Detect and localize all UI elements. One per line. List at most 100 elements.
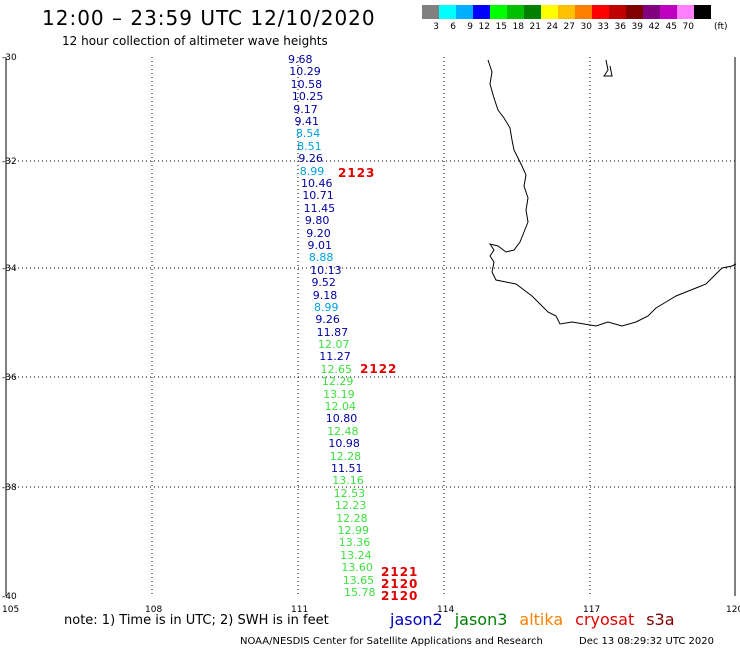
- wave-height-value: 9.41: [294, 114, 320, 128]
- wave-height-value: 9.20: [306, 226, 331, 240]
- legend-label: 39: [631, 22, 643, 32]
- wave-height-value: 13.36: [338, 536, 371, 550]
- wave-height-value: 10.29: [289, 65, 321, 79]
- latitude-label: -32: [2, 157, 17, 167]
- wave-height-value: 8.88: [308, 251, 334, 265]
- legend-swatch: [626, 5, 643, 19]
- legend-swatch: [592, 5, 609, 19]
- wave-height-value: 11.51: [330, 462, 363, 476]
- legend-swatch: [473, 5, 490, 19]
- wave-height-value: 9.26: [315, 313, 340, 327]
- wave-height-value: 9.26: [298, 152, 323, 166]
- wave-height-value: 9.68: [288, 53, 313, 66]
- wave-height-value: 12.53: [333, 486, 366, 500]
- legend-swatch: [643, 5, 660, 19]
- coastline: [487, 59, 737, 327]
- legend-label: 27: [563, 22, 575, 32]
- latitude-label: -40: [2, 592, 17, 602]
- wave-height-value: 12.29: [321, 375, 354, 389]
- wave-height-value: 10.46: [301, 176, 333, 190]
- legend-label: 36: [614, 22, 626, 32]
- wave-height-value: 9.52: [311, 276, 336, 290]
- pass-label: 2120: [381, 577, 419, 591]
- wave-height-value: 10.25: [291, 90, 324, 104]
- inland-lake: [603, 59, 613, 77]
- legend-swatch: [422, 5, 439, 19]
- pass-label: 2120: [381, 589, 419, 603]
- wave-height-value: 12.28: [329, 449, 362, 463]
- wave-height-value: 10.13: [310, 263, 342, 277]
- wave-height-value: 9.80: [304, 214, 330, 228]
- pass-label: 2122: [360, 362, 398, 376]
- satellite-legend: jason2 jason3 altika cryosat s3a: [390, 610, 675, 629]
- legend-swatch: [439, 5, 456, 19]
- legend-swatch: [490, 5, 507, 19]
- wave-height-value: 9.18: [312, 288, 338, 302]
- satellite-name: jason2: [390, 610, 443, 629]
- latitude-label: -34: [2, 264, 17, 274]
- legend-label: 6: [450, 22, 456, 32]
- legend-swatch: [609, 5, 626, 19]
- wave-height-value: 8.99: [299, 164, 325, 178]
- pass-label: 2121: [381, 565, 419, 579]
- legend-label: 33: [597, 22, 609, 32]
- wave-height-value: 8.51: [297, 139, 322, 153]
- satellite-name: cryosat: [575, 610, 635, 629]
- wave-height-value: 11.27: [319, 350, 351, 364]
- legend-label: 24: [546, 22, 558, 32]
- pass-label: 2123: [338, 166, 376, 180]
- legend-label: 42: [648, 22, 660, 32]
- wave-height-value: 8.54: [295, 127, 321, 141]
- satellite-name: jason3: [454, 610, 508, 629]
- latitude-labels: -30 -32 -34 -36 -38 -40: [2, 53, 17, 602]
- note-text: note: 1) Time is in UTC; 2) SWH is in fe…: [64, 613, 329, 628]
- legend-label: 45: [665, 22, 677, 32]
- longitude-label: 114: [437, 605, 454, 615]
- wave-height-value: 13.16: [332, 474, 364, 488]
- wave-height-value: 12.23: [334, 499, 367, 513]
- wave-height-value: 11.45: [303, 201, 336, 215]
- footer-timestamp: Dec 13 08:29:32 UTC 2020: [579, 636, 714, 647]
- wave-height-value: 8.99: [314, 300, 339, 314]
- longitude-label: 117: [583, 605, 600, 615]
- wave-height-value: 13.24: [340, 548, 372, 562]
- legend-label: 3: [433, 22, 439, 32]
- wave-height-value: 12.28: [336, 511, 368, 525]
- wave-height-value: 12.99: [337, 524, 369, 538]
- legend-swatch: [456, 5, 473, 19]
- longitude-labels: 105 108 111 114 117 120: [2, 605, 740, 615]
- wave-height-value: 10.80: [325, 412, 358, 426]
- legend-label: 18: [512, 22, 524, 32]
- legend-label: 9: [467, 22, 473, 32]
- legend-unit: (ft): [714, 22, 728, 32]
- latitude-label: -38: [2, 483, 17, 493]
- wave-height-value: 11.87: [316, 325, 349, 339]
- legend-label: 70: [682, 22, 694, 32]
- legend-label: 15: [495, 22, 507, 32]
- color-legend-labels: 3 6 9 12 15 18 21 24 27 30 33 36 39 42 45 70: [422, 22, 694, 32]
- wave-height-value: 12.65: [320, 362, 353, 376]
- wave-height-value: 10.71: [302, 189, 334, 203]
- legend-swatch: [507, 5, 524, 19]
- satellite-name: altika: [519, 610, 564, 629]
- wave-height-value: 13.65: [342, 573, 375, 587]
- satellite-name: s3a: [646, 610, 675, 629]
- wave-height-value: 12.04: [324, 400, 356, 414]
- legend-swatch: [677, 5, 694, 19]
- legend-label: 12: [478, 22, 490, 32]
- legend-swatch: [541, 5, 558, 19]
- longitude-label: 120: [726, 605, 740, 615]
- wave-height-value: 12.48: [327, 424, 359, 438]
- wave-height-value: 9.01: [307, 238, 333, 252]
- wave-height-value: 15.78: [344, 586, 376, 599]
- color-legend: [422, 5, 711, 19]
- latitude-label: -30: [2, 53, 17, 63]
- wave-height-value: 10.58: [290, 77, 323, 91]
- latitude-label: -36: [2, 373, 17, 383]
- legend-swatch: [558, 5, 575, 19]
- legend-label: 30: [580, 22, 592, 32]
- page-title: 12:00 – 23:59 UTC 12/10/2020: [42, 6, 376, 30]
- wave-height-value: 13.60: [341, 561, 373, 575]
- wave-height-value: 10.98: [328, 437, 360, 451]
